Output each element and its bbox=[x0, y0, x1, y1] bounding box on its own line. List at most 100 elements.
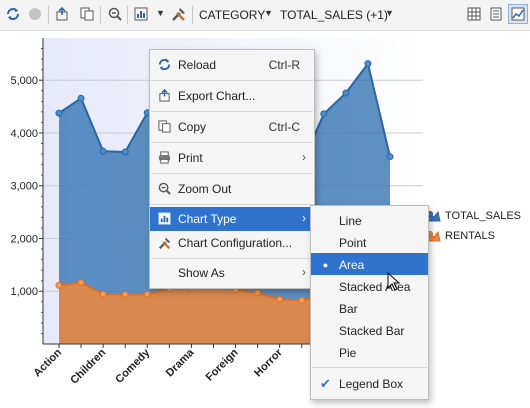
category-dropdown-arrow[interactable]: ▼ bbox=[264, 8, 273, 18]
menu-item-label: Chart Configuration... bbox=[178, 236, 293, 250]
chart-type-dropdown-arrow[interactable]: ▼ bbox=[156, 8, 165, 18]
toolbar-divider bbox=[127, 6, 128, 24]
submenu-arrow-icon: › bbox=[302, 211, 306, 225]
legend-label: TOTAL_SALES bbox=[445, 210, 521, 222]
menu-item-reload[interactable]: Reload Ctrl-R bbox=[150, 53, 314, 77]
category-selector[interactable]: CATEGORY bbox=[199, 8, 266, 22]
legend: TOTAL_SALES RENTALS bbox=[425, 210, 521, 242]
chart-option-legend-box[interactable]: ✔ Legend Box bbox=[311, 372, 428, 394]
x-tick-label: Action bbox=[31, 346, 64, 379]
option-label: Stacked Bar bbox=[339, 324, 405, 338]
x-tick-label: Comedy bbox=[113, 346, 153, 386]
menu-separator bbox=[151, 173, 313, 174]
menu-item-chart-type[interactable]: Chart Type › bbox=[150, 207, 314, 231]
menu-item-label: Print bbox=[178, 151, 203, 165]
y-tick-label: 2,000 bbox=[10, 233, 38, 245]
submenu-arrow-icon: › bbox=[302, 265, 306, 279]
x-tick-label: Children bbox=[68, 346, 108, 386]
total-sales-point bbox=[121, 148, 129, 156]
rentals-point bbox=[254, 289, 262, 297]
option-label: Line bbox=[339, 214, 362, 228]
menu-item-show-as[interactable]: Show As › bbox=[150, 261, 314, 285]
series-selector[interactable]: TOTAL_SALES (+1) bbox=[280, 8, 388, 22]
printer-icon bbox=[157, 150, 172, 165]
option-label: Bar bbox=[339, 302, 358, 316]
chart-type-submenu: Line Point ● Area Stacked Area Bar Stack… bbox=[310, 205, 429, 400]
chart-type-option-pie[interactable]: Pie bbox=[311, 341, 428, 363]
grid-view-icon[interactable] bbox=[465, 5, 483, 23]
chart-context-menu: Reload Ctrl-R Export Chart... Copy Ctrl-… bbox=[149, 49, 315, 289]
menu-item-label: Chart Type bbox=[178, 212, 237, 226]
y-tick-label: 3,000 bbox=[10, 181, 38, 193]
menu-item-copy[interactable]: Copy Ctrl-C bbox=[150, 115, 314, 139]
option-label: Point bbox=[339, 236, 367, 250]
menu-item-shortcut: Ctrl-R bbox=[268, 58, 300, 72]
zoom-out-icon[interactable] bbox=[106, 5, 124, 23]
text-view-icon[interactable] bbox=[487, 5, 505, 23]
total-sales-point bbox=[364, 60, 372, 68]
chart-type-option-stacked-bar[interactable]: Stacked Bar bbox=[311, 319, 428, 341]
menu-item-zoom-out[interactable]: Zoom Out bbox=[150, 177, 314, 201]
menu-item-label: Show As bbox=[178, 266, 225, 280]
copy-icon[interactable] bbox=[78, 5, 96, 23]
chart-type-option-bar[interactable]: Bar bbox=[311, 297, 428, 319]
refresh-icon[interactable] bbox=[4, 5, 22, 23]
rentals-point bbox=[298, 296, 306, 304]
menu-item-export-chart[interactable]: Export Chart... bbox=[150, 84, 314, 108]
checkmark-icon: ✔ bbox=[320, 375, 331, 391]
menu-separator bbox=[151, 111, 313, 112]
stop-icon[interactable] bbox=[26, 5, 44, 23]
menu-item-label: Export Chart... bbox=[178, 89, 256, 103]
rentals-point bbox=[55, 281, 63, 289]
chart-toolbar: ▼ CATEGORY ▼ TOTAL_SALES (+1) ▼ bbox=[0, 0, 530, 31]
rentals-point bbox=[99, 290, 107, 298]
copy-icon bbox=[157, 119, 172, 134]
x-tick-label: Horror bbox=[252, 346, 285, 379]
menu-separator bbox=[151, 142, 313, 143]
submenu-arrow-icon: › bbox=[302, 150, 306, 164]
y-tick-label: 4,000 bbox=[10, 128, 38, 140]
toolbar-divider bbox=[100, 6, 101, 24]
menu-item-chart-configuration[interactable]: Chart Configuration... bbox=[150, 231, 314, 255]
chart-type-option-point[interactable]: Point bbox=[311, 231, 428, 253]
chart-type-option-area[interactable]: ● Area bbox=[311, 253, 428, 275]
option-label: Pie bbox=[339, 346, 357, 360]
x-tick-label: Drama bbox=[164, 346, 197, 379]
x-tick-label: Foreign bbox=[204, 346, 241, 383]
menu-item-label: Copy bbox=[178, 120, 207, 134]
menu-separator bbox=[151, 80, 313, 81]
export-icon[interactable] bbox=[53, 5, 71, 23]
total-sales-point bbox=[77, 94, 85, 102]
y-tick-label: 1,000 bbox=[10, 286, 38, 298]
reload-icon bbox=[157, 57, 172, 72]
y-tick-label: 5,000 bbox=[10, 75, 38, 87]
rentals-point bbox=[276, 295, 284, 303]
menu-separator bbox=[151, 258, 313, 259]
radio-selected-icon: ● bbox=[322, 259, 329, 270]
menu-separator bbox=[312, 367, 427, 368]
menu-item-label: Reload bbox=[178, 58, 217, 72]
option-label: Area bbox=[339, 258, 365, 272]
export-icon bbox=[157, 88, 172, 103]
total-sales-point bbox=[320, 110, 328, 118]
rentals-point bbox=[143, 290, 151, 298]
toolbar-divider bbox=[48, 6, 49, 24]
menu-item-print[interactable]: Print › bbox=[150, 146, 314, 170]
configuration-icon bbox=[157, 235, 172, 250]
chart-type-option-stacked-area[interactable]: Stacked Area bbox=[311, 275, 428, 297]
total-sales-point bbox=[342, 89, 350, 97]
total-sales-point bbox=[55, 109, 63, 117]
mouse-cursor-icon bbox=[387, 272, 401, 291]
option-label: Legend Box bbox=[339, 377, 404, 391]
menu-item-shortcut: Ctrl-C bbox=[268, 120, 300, 134]
chart-view-icon[interactable] bbox=[508, 4, 528, 24]
total-sales-point bbox=[386, 153, 394, 161]
rentals-point bbox=[121, 290, 129, 298]
configuration-icon[interactable] bbox=[170, 5, 188, 23]
chart-type-option-line[interactable]: Line bbox=[311, 209, 428, 231]
chart-type-icon bbox=[157, 211, 172, 226]
series-dropdown-arrow[interactable]: ▼ bbox=[385, 8, 394, 18]
chart-type-icon[interactable] bbox=[132, 5, 150, 23]
rentals-area bbox=[59, 281, 390, 344]
menu-item-label: Zoom Out bbox=[178, 182, 232, 196]
